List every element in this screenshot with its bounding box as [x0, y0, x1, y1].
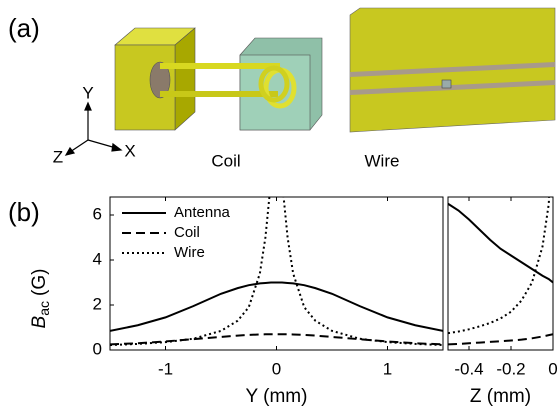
x-tick-label: -1	[158, 359, 173, 378]
series-line	[110, 334, 443, 344]
x-axis-label: Y (mm)	[246, 386, 308, 407]
axis-label: X	[124, 141, 135, 160]
series-line	[110, 283, 443, 331]
y-label-symbol: B	[29, 315, 50, 328]
x-tick-label: -0.4	[454, 359, 483, 378]
axis-triad	[66, 103, 121, 155]
y-tick-label: 6	[93, 204, 102, 223]
axis-label: Y	[82, 83, 93, 102]
y-label-subscript: ac	[36, 301, 52, 316]
series-line	[448, 204, 553, 283]
x-tick-label: -0.2	[496, 359, 525, 378]
y-tick-label: 0	[93, 339, 102, 358]
y-axis-label: Bac (G)	[29, 269, 52, 329]
figure: (a) (b) Y Z X Coil Wire -1 0 1 0 2 4 6 Y (mm) Ba…	[0, 0, 560, 412]
coil-render	[115, 28, 322, 130]
y-tick-label: 2	[93, 294, 102, 313]
x-tick-label: 0	[272, 359, 281, 378]
legend-label: Antenna	[174, 204, 231, 221]
axis-label: Z	[53, 147, 63, 166]
caption: Wire	[365, 151, 400, 170]
panel-label: (b)	[8, 197, 40, 227]
wire-render	[350, 8, 555, 132]
x-tick-label: 0	[548, 359, 557, 378]
y-tick-label: 4	[93, 249, 102, 268]
legend-label: Coil	[174, 224, 200, 241]
x-axis-label: Z (mm)	[470, 386, 531, 407]
panel-label: (a)	[8, 13, 40, 43]
legend-label: Wire	[174, 244, 205, 261]
caption: Coil	[211, 151, 240, 170]
series-line	[448, 334, 553, 344]
x-tick-label: 1	[383, 359, 392, 378]
y-label-unit: (G)	[29, 269, 50, 296]
plot-frame	[110, 197, 443, 350]
